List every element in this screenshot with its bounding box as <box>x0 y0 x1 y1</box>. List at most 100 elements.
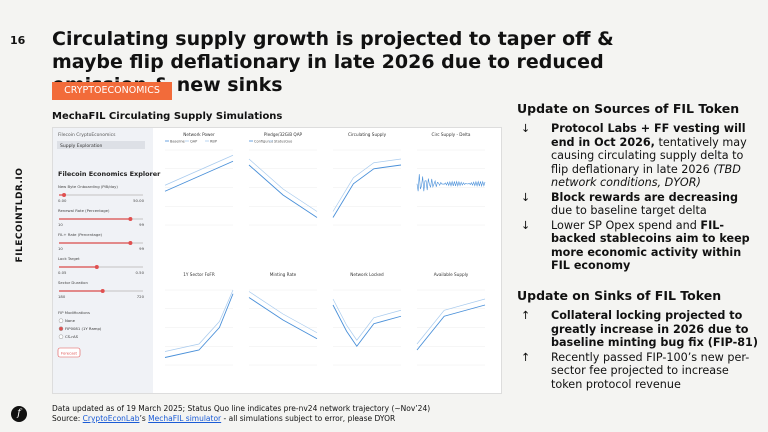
radio-option: None <box>65 318 76 323</box>
chart-line <box>332 158 402 212</box>
section-heading: Update on Sources of FIL Token <box>517 101 740 116</box>
legend-label: StatusQuo <box>274 139 292 143</box>
bullet-icon: ↑ <box>521 350 531 364</box>
chart-line <box>416 304 486 351</box>
figure-title: MechaFIL Circulating Supply Simulations <box>52 111 283 122</box>
chart-line <box>332 298 402 341</box>
chart-title: Available Supply <box>434 272 469 277</box>
radio-label: FIP Modifications <box>58 310 90 315</box>
text-run: tentatively may causing circulating supp… <box>551 135 747 176</box>
text-run: Collateral locking projected to greatly … <box>551 309 758 349</box>
bullet-icon: ↓ <box>521 190 531 204</box>
legend-label: RBP <box>210 139 217 143</box>
chart-title: Network Power <box>183 132 215 137</box>
chart-line <box>332 304 402 348</box>
app-name: Filecoin CryptoEconomics <box>58 132 116 138</box>
radio <box>58 318 64 323</box>
slider-min: 0.05 <box>58 270 67 275</box>
control-label: New Byte Onboarding (PiB/day) <box>58 184 118 189</box>
bullet-item: ↑ Collateral locking projected to greatly… <box>517 309 762 350</box>
chart-line <box>248 158 318 212</box>
link[interactable]: CryptoEconLab <box>82 414 140 423</box>
slider-min: 10 <box>58 246 63 251</box>
bullet-icon: ↓ <box>521 122 531 135</box>
chart-line <box>164 154 234 186</box>
control-label: Renewal Rate (Percentage) <box>58 208 110 213</box>
chart-line <box>416 298 486 345</box>
control-label: Lock Target <box>58 256 80 261</box>
link[interactable]: MechaFIL simulator <box>148 414 222 423</box>
text-run: FIL-backed stablecoins aim to keep more … <box>551 218 750 273</box>
tag: CRYPTOECONOMICS <box>52 82 172 100</box>
chart-line <box>332 164 402 218</box>
nav-label: Supply Exploration <box>60 143 103 149</box>
text-run: Protocol Labs + FF vesting will end in O… <box>551 122 746 149</box>
legend-label: QAP <box>190 139 197 143</box>
text-run: Lower SP Opex spend and <box>551 218 701 232</box>
footnote-line: Source: CryptoEconLab’s MechaFIL simulat… <box>52 414 430 424</box>
radio-option: CS-rAS <box>65 334 79 339</box>
slider-min: 180 <box>58 294 66 299</box>
radio-option: FIP0081 (1Y Ramp) <box>65 326 102 331</box>
text-run: Block rewards are decreasing <box>551 190 738 204</box>
chart-title: Network Locked <box>350 272 384 277</box>
slider-max: 0.50 <box>136 270 145 275</box>
slider-thumb <box>62 193 67 197</box>
nav-item <box>57 141 145 149</box>
button-label: Forecast <box>61 350 78 355</box>
chart-line <box>416 174 486 192</box>
slider-max: 50.00 <box>133 198 144 203</box>
control-label: FIL+ Rate (Percentage) <box>58 232 103 237</box>
chart-line <box>164 289 234 352</box>
chart-line <box>164 160 234 192</box>
bullet-text: Protocol Labs + FF vesting will end in O… <box>551 122 762 190</box>
text-run: Recently passed FIP-100’s new per-sector… <box>551 350 750 391</box>
slider-max: 99 <box>139 222 144 227</box>
chart-line <box>248 164 318 218</box>
slider-thumb <box>128 241 133 245</box>
footnote: Data updated as of 19 March 2025; Status… <box>52 404 430 424</box>
legend-label: Baseline <box>170 139 185 143</box>
chart-line <box>164 293 234 358</box>
slider-min: 10 <box>58 222 63 227</box>
section-heading: Update on Sinks of FIL Token <box>517 288 722 303</box>
side-label: FILECOINTLDR.IO <box>15 167 25 263</box>
chart-title: Pledge/32GiB QAP <box>264 132 303 137</box>
text-run: (TBD network conditions, DYOR) <box>551 162 741 190</box>
bullet-text: Lower SP Opex spend and FIL-backed stabl… <box>551 219 762 273</box>
page-number: 16 <box>10 34 26 47</box>
bullet-text: Block rewards are decreasing due to base… <box>551 191 762 218</box>
chart-title: Circulating Supply <box>348 132 387 137</box>
bullet-item: ↓ Block rewards are decreasing due to bas… <box>517 191 762 218</box>
slider-max: 99 <box>139 246 144 251</box>
footnote-line: Data updated as of 19 March 2025; Status… <box>52 404 431 413</box>
bullet-item: ↓ Protocol Labs + FF vesting will end in … <box>517 122 762 190</box>
bullet-icon: ↑ <box>521 309 531 322</box>
bullet-item: ↓ Lower SP Opex spend and FIL-backed stab… <box>517 219 762 273</box>
section: Update on Sources of FIL Token ↓ Protocol … <box>517 101 762 274</box>
bullet-icon: ↓ <box>521 218 531 232</box>
section: Update on Sinks of FIL Token ↑ Collateral … <box>517 288 762 392</box>
chart-line <box>248 291 318 334</box>
text-run: Source: <box>52 414 83 423</box>
slider-min: 0.00 <box>58 198 67 203</box>
sidebar-heading: Filecoin Economics Explorer <box>58 170 161 178</box>
bullet-text: Collateral locking projected to greatly … <box>551 309 762 350</box>
slider-thumb <box>128 217 133 221</box>
slider-max: 720 <box>137 294 145 299</box>
bullet-text: Recently passed FIP-100’s new per-sector… <box>551 351 762 392</box>
slider-thumb <box>100 289 105 293</box>
chart-title: Minting Rate <box>270 272 297 277</box>
radio <box>58 326 64 331</box>
text-run: ’s <box>139 414 149 423</box>
slider-thumb <box>94 265 99 269</box>
control-label: Sector Duration <box>58 280 88 285</box>
text-run: - all simulations subject to error, plea… <box>221 414 396 423</box>
bullet-item: ↑ Recently passed FIP-100’s new per-secto… <box>517 351 762 392</box>
legend-label: Configured <box>254 139 273 143</box>
forecast-button <box>57 347 81 358</box>
logo: f <box>11 406 27 422</box>
radio <box>58 334 64 339</box>
chart-title: 1Y Sector FoFR <box>183 272 215 277</box>
